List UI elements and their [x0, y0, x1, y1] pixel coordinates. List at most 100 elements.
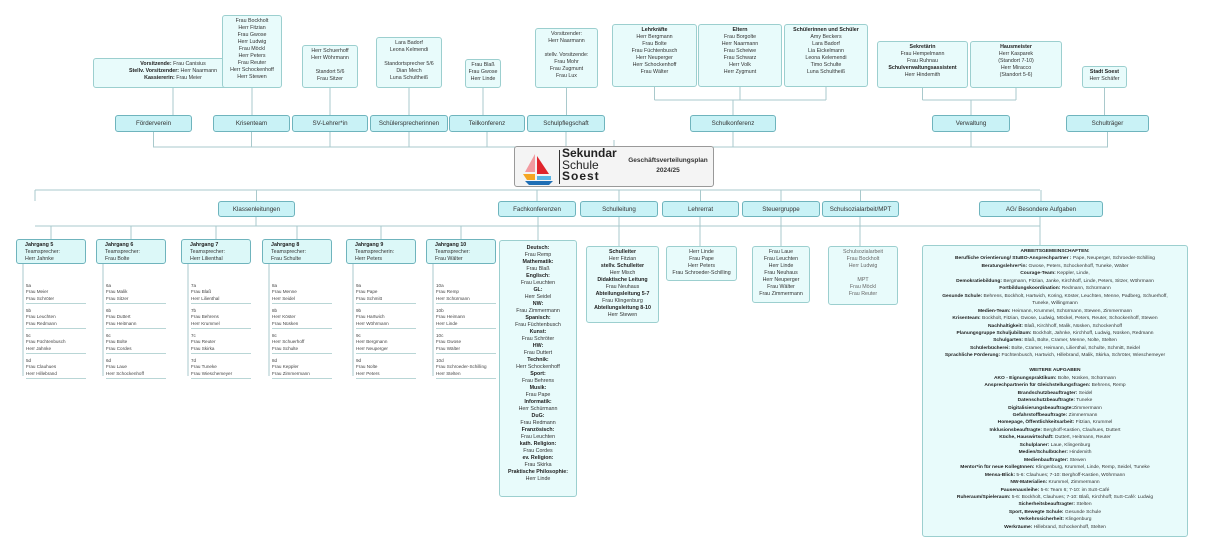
- node-sv-lehrer-in[interactable]: SV-Lehrer*in: [292, 115, 368, 132]
- text-line: 7d: [191, 358, 197, 363]
- central-title-box: Sekundar Schule Soest Geschäftsverteilun…: [514, 146, 714, 187]
- details-schulpflegschaft: Vorsitzender: Herr Naarmann stellv. Vorsi…: [535, 28, 598, 88]
- text-line: [304, 62, 356, 69]
- text-line: Herr Fitzian: [608, 256, 637, 262]
- text-line: Tuneke, Willingmann: [1032, 301, 1078, 307]
- text-line: Frau Hartwich: [356, 314, 385, 320]
- text-line: Herr Schürmann: [436, 295, 470, 301]
- text-line: Frau Hempelmann: [900, 51, 945, 57]
- text-line: Frau Remp: [524, 252, 552, 258]
- text-line: Abteilungsleitung 8-10: [594, 305, 651, 311]
- text-line: Schulsozialarbeit: [842, 249, 884, 255]
- text-line: Hausmeister: [1000, 44, 1032, 50]
- node-schultr-ger[interactable]: Schulträger: [1066, 115, 1149, 132]
- text-line: Gesunde Schule: Behrens, Bockholt, Hartw…: [942, 293, 1168, 299]
- text-line: Leona Kelemendi: [805, 55, 847, 61]
- text-line: Frau Borgolte: [723, 34, 757, 40]
- jahrgang-box: Jahrgang 5 Teamsprecher: Herr Jahnke: [16, 239, 86, 264]
- text-line: Herr Volk: [729, 62, 751, 68]
- text-line: Frau Heimann: [436, 314, 466, 320]
- text-line: Informatik:: [524, 399, 552, 405]
- text-line: Schulgarten: Blaß, Bolte, Cramer, Menne,…: [993, 338, 1117, 344]
- text-line: Jahrgang 10: [435, 242, 467, 248]
- node-schulsozialarbeit-mpt[interactable]: Schulsozialarbeit/MPT: [822, 201, 899, 217]
- text-line: Mathematik:: [522, 259, 554, 265]
- node-teilkonferenz[interactable]: Teilkonferenz: [449, 115, 525, 132]
- node-sch-lersprecherinnen[interactable]: Schülersprecherinnen: [370, 115, 448, 132]
- text-line: Lara Badorf: [395, 40, 423, 46]
- node-schulpflegschaft[interactable]: Schulpflegschaft: [527, 115, 605, 132]
- text-line: Englisch:: [526, 273, 550, 279]
- text-line: Herr Naarmann: [721, 41, 759, 47]
- text-line: Jahrgang 5: [25, 242, 54, 248]
- text-line: ev. Religion:: [522, 455, 554, 461]
- class-entry: 9c Herr Bergmann Herr Neuperger: [356, 333, 416, 354]
- text-line: Herr Schuerhoff: [272, 339, 305, 345]
- logo-text-sekundar: Sekundar: [562, 146, 617, 160]
- text-line: 7a: [191, 283, 197, 288]
- text-line: Datenschutzbeauftragte: Tuneke: [1017, 398, 1093, 404]
- node-krisenteam[interactable]: Krisenteam: [213, 115, 290, 132]
- text-line: (Standort 7-10): [998, 58, 1034, 64]
- text-line: 10b: [436, 308, 444, 313]
- text-line: Frau Wälter: [435, 256, 463, 262]
- text-line: Frau Skirka: [191, 345, 215, 351]
- text-line: Gefahrstoffbeauftragte: Zimmermann: [1012, 412, 1098, 418]
- text-line: Frau Leuchten: [26, 314, 56, 320]
- text-line: Frau Füchtenbusch: [26, 339, 66, 345]
- text-line: Frau Klingenburg: [602, 298, 643, 304]
- jahrgang-box: Jahrgang 8 Teamsprecher: Frau Schulte: [262, 239, 332, 264]
- text-line: Herr Seidel: [272, 295, 295, 301]
- node-lehrerrat[interactable]: Lehrerrat: [662, 201, 739, 217]
- text-line: stellv. Vorsitzende:: [544, 52, 589, 58]
- text-line: Französisch:: [521, 427, 555, 433]
- text-line: Homepage, Öffentlichkeitsarbeit: Fitzian…: [997, 420, 1113, 426]
- text-line: Jahrgang 8: [271, 242, 300, 248]
- text-line: Küche, Hauswirtschaft: Duttert, Heitmann…: [999, 435, 1111, 441]
- class-entry: 5b Frau Leuchten Frau Redmann: [26, 308, 86, 329]
- text-line: Schulleiter: [608, 249, 637, 255]
- text-line: Sport:: [530, 371, 546, 377]
- text-line: Frau Duttert: [106, 314, 131, 320]
- text-line: Jahrgang 9: [355, 242, 384, 248]
- text-line: Brandschutzbeauftragter: Seidel: [1017, 390, 1093, 396]
- node-verwaltung[interactable]: Verwaltung: [932, 115, 1010, 132]
- text-line: Frau Behrens: [521, 378, 555, 384]
- text-line: Frau Tuneke: [191, 364, 217, 370]
- text-line: Luna Schultheiß: [389, 75, 429, 81]
- text-line: Standortsprecher 5/6: [384, 61, 434, 67]
- text-line: kath. Religion:: [519, 441, 557, 447]
- text-line: GL:: [533, 287, 543, 293]
- text-line: Frau Wälter: [767, 284, 795, 290]
- text-line: Dian Mech: [396, 68, 422, 74]
- text-line: Frau Zimmermann: [516, 308, 560, 314]
- text-line: Herr Wöhrmann: [356, 320, 389, 326]
- class-entry: 9a Frau Pape Frau Schmitt: [356, 283, 416, 304]
- jahrgang-box: Jahrgang 6 Teamsprecher: Frau Bolte: [96, 239, 166, 264]
- node-fachkonferenzen[interactable]: Fachkonferenzen: [498, 201, 576, 217]
- text-line: Frau Behrens: [191, 314, 219, 320]
- node-ag-besondere-aufgaben[interactable]: AG/ Besondere Aufgaben: [979, 201, 1103, 217]
- text-line: Frau Malik: [106, 289, 128, 295]
- node-schulkonferenz[interactable]: Schulkonferenz: [690, 115, 776, 132]
- text-line: Herr Neuperger: [762, 277, 800, 283]
- text-line: Spanisch:: [525, 315, 551, 321]
- text-line: Amy Beckers: [810, 34, 842, 40]
- class-entry: 9b Frau Hartwich Herr Wöhrmann: [356, 308, 416, 329]
- node-steuergruppe[interactable]: Steuergruppe: [742, 201, 820, 217]
- node-klassenleitungen[interactable]: Klassenleitungen: [218, 201, 295, 217]
- node-schulleitung[interactable]: Schulleitung: [580, 201, 658, 217]
- text-line: NW-Materialien: Krummel, Zimmermann: [1010, 480, 1100, 486]
- class-entry: 5d Frau Clauhues Herr Hillebrand: [26, 358, 86, 379]
- text-line: Frau Bockholt: [846, 256, 880, 262]
- text-line: [924, 360, 1186, 367]
- node-f-rderverein[interactable]: Förderverein: [115, 115, 192, 132]
- text-line: Frau Nolte: [356, 364, 378, 370]
- text-line: Frau Menne: [272, 289, 297, 295]
- text-line: Frau Sitzer: [317, 76, 343, 82]
- text-line: 10a: [436, 283, 444, 288]
- text-line: Frau Reuter: [237, 60, 267, 66]
- text-line: Frau Blaß: [471, 62, 495, 68]
- text-line: Frau Wälter: [640, 69, 669, 75]
- text-line: Frau Redmann: [520, 420, 556, 426]
